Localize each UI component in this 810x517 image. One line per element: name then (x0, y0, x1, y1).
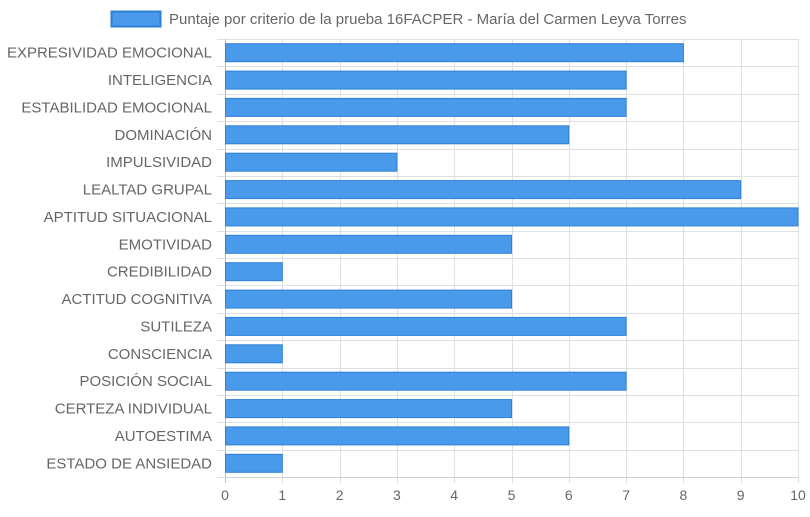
y-tick-label: DOMINACIÓN (115, 127, 213, 144)
y-tick-label: CONSCIENCIA (108, 346, 212, 363)
x-tick-label: 2 (336, 487, 344, 503)
y-tick-label: EXPRESIVIDAD EMOCIONAL (7, 45, 212, 62)
x-tick-label: 0 (221, 487, 229, 503)
bar (225, 43, 684, 63)
bar (225, 426, 570, 446)
y-tick-label: APTITUD SITUACIONAL (44, 209, 212, 226)
y-tick-label: ESTADO DE ANSIEDAD (46, 455, 212, 472)
bar (225, 234, 512, 254)
bar (225, 344, 283, 364)
y-tick-label: CERTEZA INDIVIDUAL (55, 401, 212, 418)
x-tick-label: 7 (622, 487, 630, 503)
x-tick-label: 6 (565, 487, 573, 503)
grid (217, 39, 799, 483)
bar (225, 180, 742, 200)
bar (225, 399, 512, 419)
bar (225, 262, 283, 282)
y-tick-label: AUTOESTIMA (115, 428, 212, 445)
y-tick-label: LEALTAD GRUPAL (83, 182, 212, 199)
x-axis-labels: 0 1 2 3 4 5 6 7 8 9 10 (221, 487, 806, 503)
bar (225, 371, 627, 391)
legend-swatch (110, 10, 162, 28)
x-tick-label: 10 (790, 487, 806, 503)
y-tick-label: INTELIGENCIA (108, 72, 212, 89)
y-tick-label: SUTILEZA (140, 318, 212, 335)
x-tick-label: 9 (737, 487, 745, 503)
bar (225, 316, 627, 336)
bar (225, 152, 398, 172)
x-tick-label: 8 (680, 487, 688, 503)
y-tick-label: ACTITUD COGNITIVA (61, 291, 212, 308)
x-tick-label: 4 (450, 487, 458, 503)
bar (225, 97, 627, 117)
bar (225, 453, 283, 473)
x-tick-label: 5 (508, 487, 516, 503)
bar (225, 125, 570, 145)
legend-label: Puntaje por criterio de la prueba 16FACP… (169, 11, 686, 28)
y-tick-label: EMOTIVIDAD (119, 236, 213, 253)
x-tick-label: 3 (393, 487, 401, 503)
bars (225, 43, 799, 473)
y-tick-label: POSICIÓN SOCIAL (79, 373, 212, 390)
y-tick-label: IMPULSIVIDAD (106, 154, 212, 171)
y-tick-label: CREDIBILIDAD (107, 264, 212, 281)
y-tick-label: ESTABILIDAD EMOCIONAL (21, 99, 212, 116)
x-tick-label: 1 (278, 487, 286, 503)
bar (225, 70, 627, 90)
y-axis-labels: EXPRESIVIDAD EMOCIONAL INTELIGENCIA ESTABI… (7, 45, 212, 473)
bar (225, 207, 799, 227)
legend[interactable]: Puntaje por criterio de la prueba 16FACP… (110, 10, 687, 28)
bar (225, 289, 512, 309)
